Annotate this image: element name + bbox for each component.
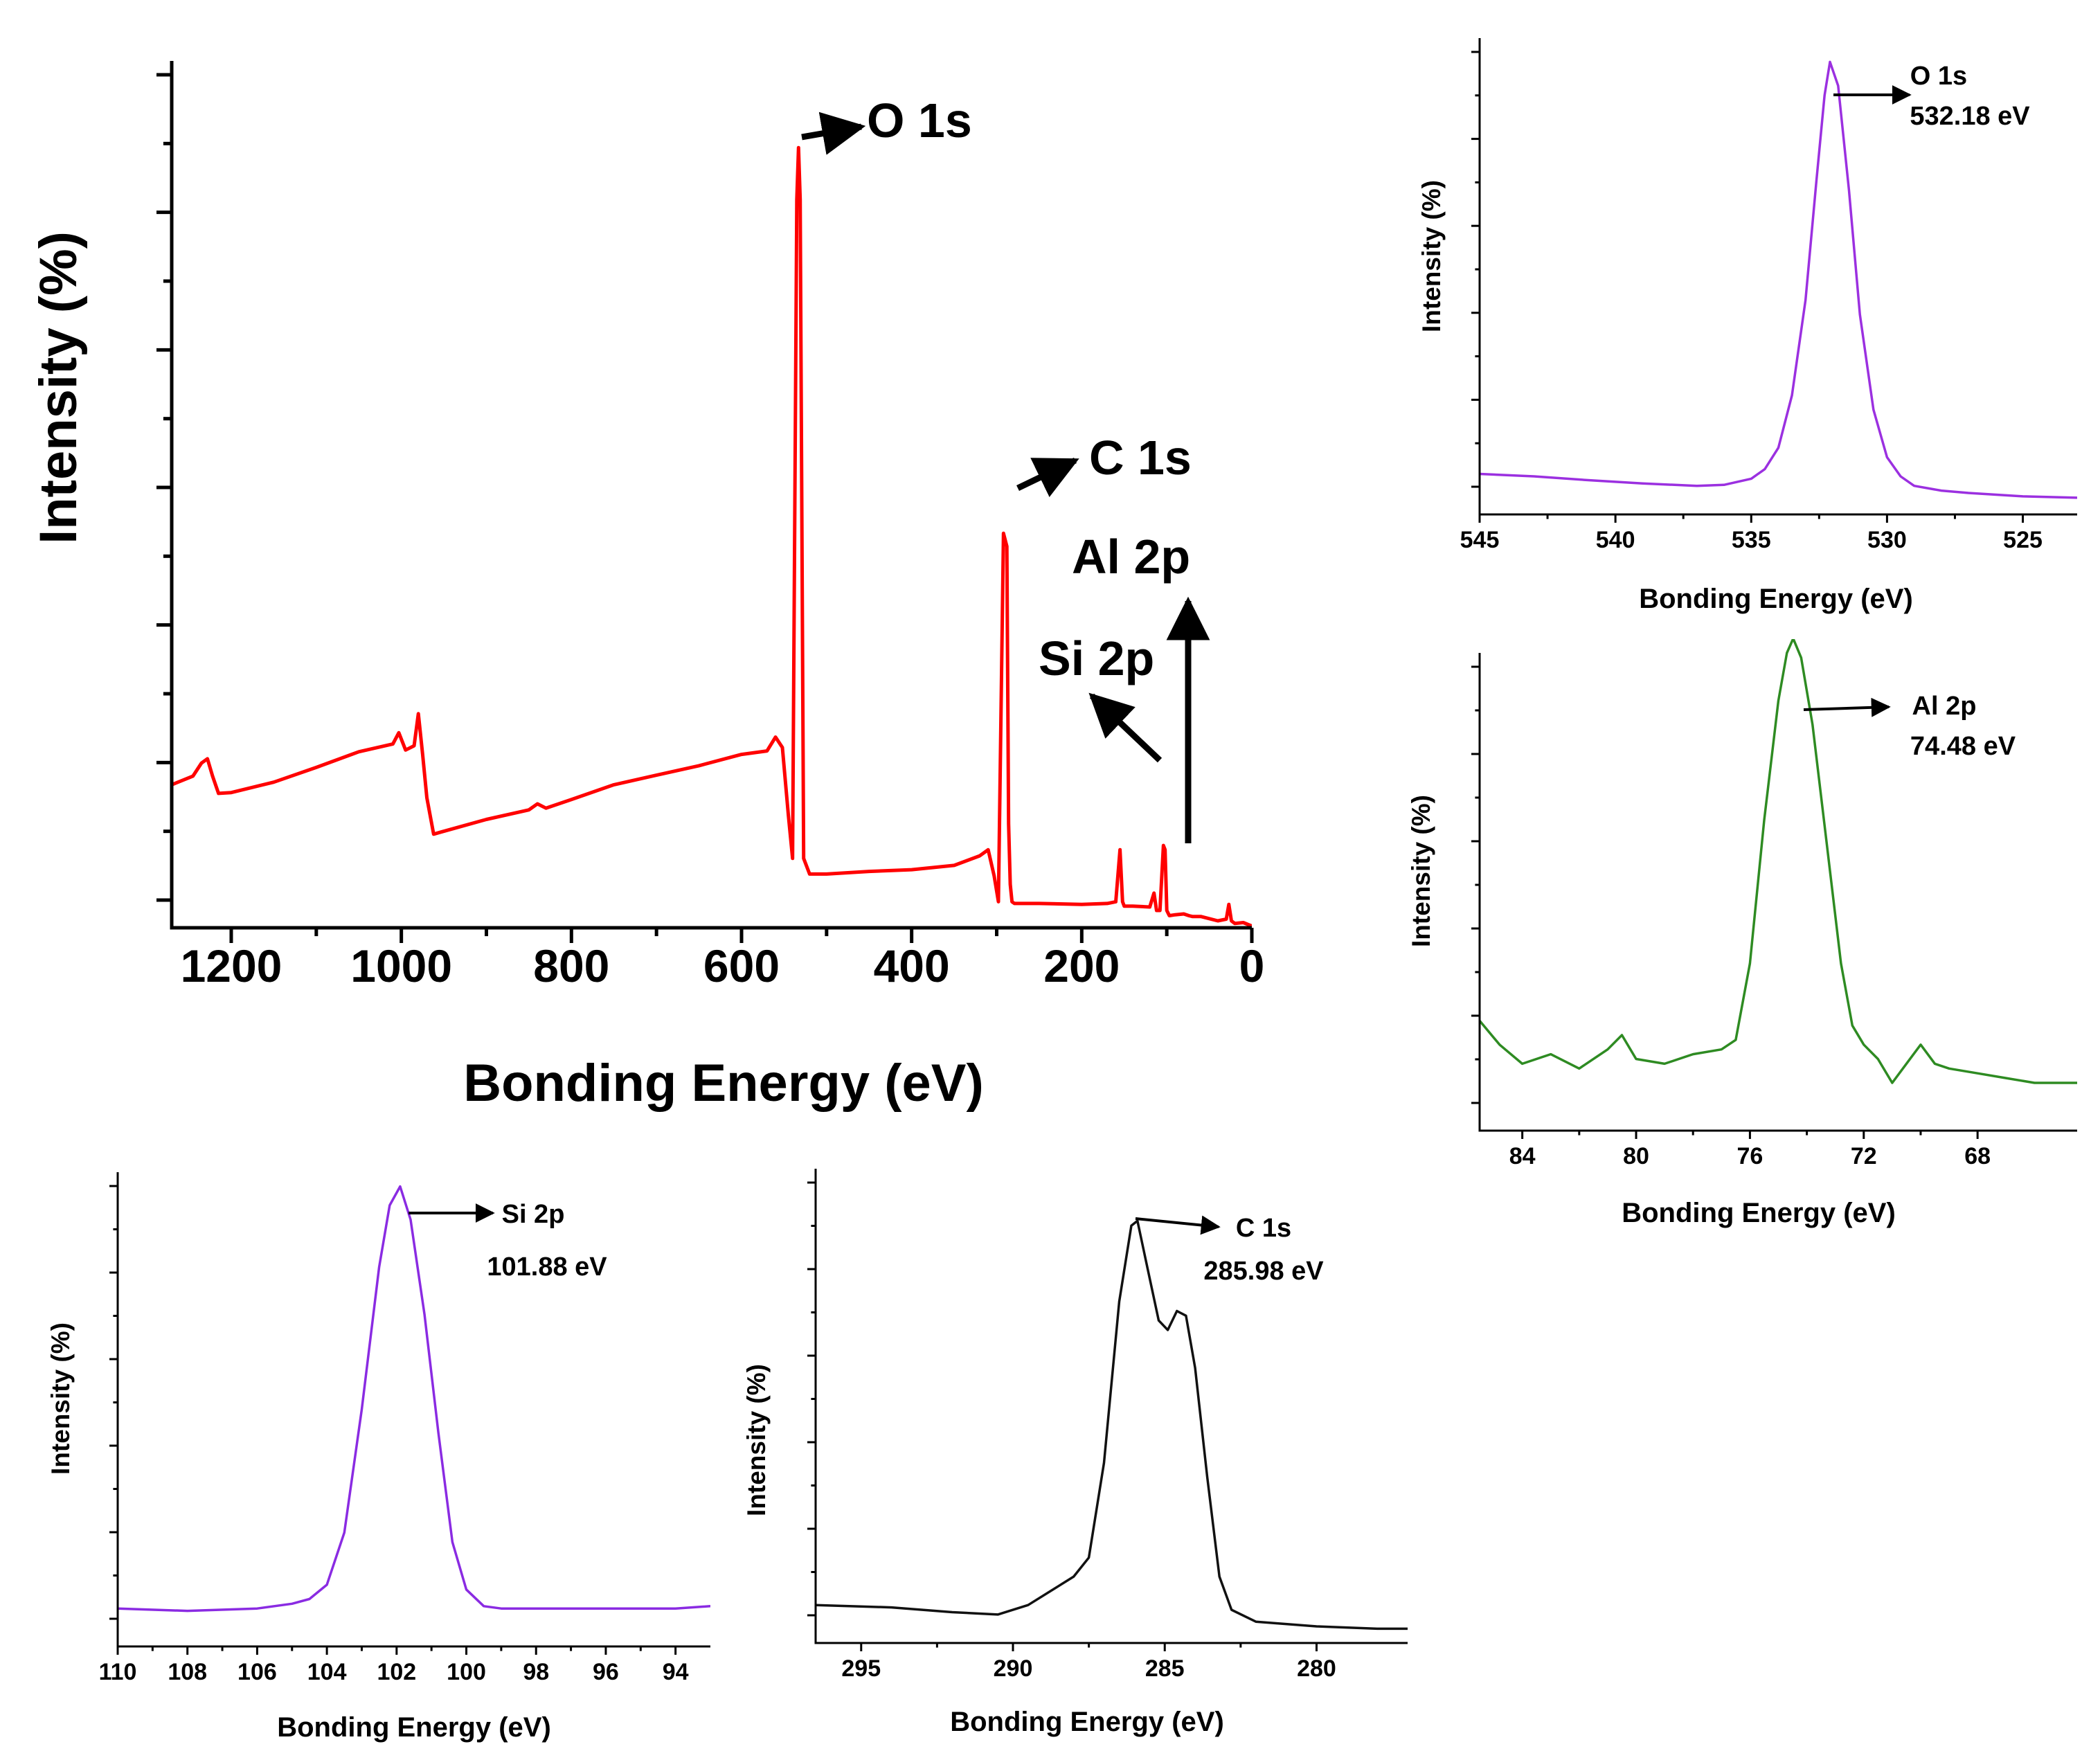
survey-series-line-0 [172,145,1252,928]
o1s-x-tick-label: 540 [1596,527,1635,553]
si2p-x-tick-label: 100 [447,1659,486,1685]
survey-si2p-label: Si 2p [1039,631,1154,685]
o1s-series-line-0 [1480,60,2077,499]
si2p-series-line-0 [118,1185,710,1613]
survey-x-tick-label: 0 [1239,940,1265,991]
survey-x-tick-label: 800 [533,940,609,991]
al2p-x-tick-label: 68 [1964,1143,1991,1169]
si2p-peak-label: Si 2p [502,1200,565,1229]
si2p-x-tick-label: 94 [663,1659,689,1685]
al2p-x-axis-label: Bonding Energy (eV) [1622,1198,1896,1228]
si2p-x-tick-label: 96 [593,1659,619,1685]
si2p-x-tick-label: 98 [523,1659,549,1685]
si2p-x-tick-label: 102 [377,1659,416,1685]
survey-axes: 1200 1000 800 600 400 200 0 [156,61,1264,991]
al2p-axes: 84 80 76 72 68 [1471,653,2077,1169]
al2p-y-axis-label: Intensity (%) [1407,795,1435,947]
c1s-x-tick-label: 295 [841,1655,881,1682]
c1s-axis-frame [814,1169,1408,1644]
c1s-peak-value: 285.98 eV [1203,1257,1324,1286]
survey-x-axis-label: Bonding Energy (eV) [463,1054,984,1113]
survey-o1s-label: O 1s [867,93,972,147]
c1s-axes: 295 290 285 280 [807,1169,1408,1682]
survey-x-tick-label: 1200 [181,940,282,991]
si2p-series [118,1185,710,1613]
c1s-x-axis-label: Bonding Energy (eV) [950,1707,1224,1737]
al2p-spectrum-panel: 84 80 76 72 68 Bonding Energy (eV) Intensity… [1407,639,2077,1228]
si2p-x-axis-label: Bonding Energy (eV) [277,1712,551,1743]
survey-c1s-label: C 1s [1089,431,1192,485]
survey-x-tick-label: 600 [703,940,780,991]
si2p-x-tick-label: 108 [168,1659,207,1685]
al2p-series-line-0 [1480,639,2077,1084]
c1s-peak-arrow [1135,1215,1221,1235]
al2p-axis-frame [1478,653,2077,1132]
si2p-x-tick-label: 110 [99,1659,137,1685]
al2p-x-tick-label: 84 [1509,1143,1536,1169]
c1s-peak-label: C 1s [1236,1214,1291,1243]
c1s-series-line-0 [816,1219,1408,1631]
survey-x-tick-label: 200 [1043,940,1120,991]
si2p-peak-value: 101.88 eV [487,1252,607,1282]
si2p-x-tick-label: 104 [307,1659,347,1685]
o1s-peak-value: 532.18 eV [1910,102,2030,131]
si2p-spectrum-panel: 110 108 106 104 102 100 98 96 94 Bonding Energy … [46,1172,710,1743]
o1s-series [1480,60,2077,499]
c1s-series [816,1219,1408,1631]
o1s-axes: 545 540 535 530 525 [1460,38,2077,553]
si2p-y-axis-label: Intensity (%) [46,1322,75,1475]
al2p-x-tick-label: 76 [1736,1143,1763,1169]
al2p-x-tick-label: 80 [1623,1143,1649,1169]
survey-c1s-arrow [1016,457,1079,497]
o1s-y-axis-label: Intensity (%) [1417,180,1446,332]
al2p-series [1480,639,2077,1084]
survey-y-axis-label: Intensity (%) [29,231,88,544]
si2p-axes: 110 108 106 104 102 100 98 96 94 [99,1172,710,1685]
o1s-x-tick-label: 530 [1867,527,1907,553]
al2p-peak-arrow [1803,697,1891,717]
survey-o1s-arrow [801,111,866,155]
survey-series [172,145,1252,928]
al2p-peak-label: Al 2p [1912,692,1977,721]
al2p-peak-value: 74.48 eV [1910,732,2016,761]
survey-spectrum-panel: 1200 1000 800 600 400 200 0 Bonding Energy (eV… [29,61,1264,1113]
si2p-x-tick-label: 106 [237,1659,277,1685]
o1s-x-tick-label: 535 [1732,527,1771,553]
survey-si2p-arrow [1088,692,1163,763]
o1s-x-tick-label: 545 [1460,527,1500,553]
survey-al2p-label: Al 2p [1072,530,1190,584]
c1s-spectrum-panel: 295 290 285 280 Bonding Energy (eV) Intensi… [742,1169,1408,1737]
o1s-peak-label: O 1s [1910,62,1967,91]
al2p-x-tick-label: 72 [1851,1143,1877,1169]
o1s-x-axis-label: Bonding Energy (eV) [1639,584,1913,614]
c1s-x-tick-label: 280 [1297,1655,1336,1682]
survey-x-tick-label: 1000 [350,940,452,991]
c1s-x-tick-label: 290 [994,1655,1033,1682]
c1s-x-tick-label: 285 [1145,1655,1185,1682]
survey-x-tick-label: 400 [874,940,950,991]
c1s-y-axis-label: Intensity (%) [742,1364,771,1516]
o1s-spectrum-panel: 545 540 535 530 525 Bonding Energy (eV) Inte… [1417,38,2077,614]
survey-axis-frame [170,61,1252,930]
o1s-x-tick-label: 525 [2003,527,2043,553]
